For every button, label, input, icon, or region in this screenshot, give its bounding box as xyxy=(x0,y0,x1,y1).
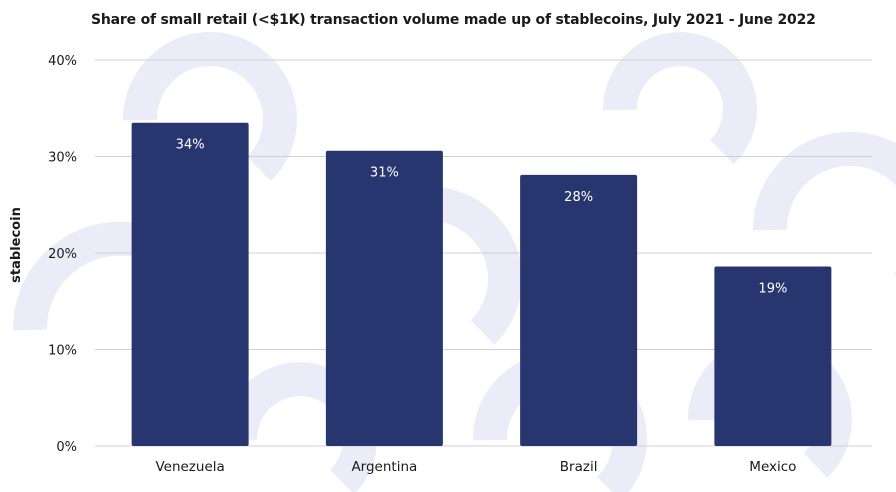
bars: 34% 31% 28% 19% xyxy=(131,122,832,446)
data-label: 34% xyxy=(176,138,205,153)
y-tick-label: 40% xyxy=(48,54,77,69)
y-tick-label: 30% xyxy=(48,151,77,166)
watermark-arc xyxy=(122,32,297,182)
y-axis-label: stablecoin xyxy=(9,207,24,283)
bar-argentina xyxy=(325,150,443,446)
y-tick-label: 20% xyxy=(48,247,77,262)
data-label: 31% xyxy=(370,166,399,181)
bar-venezuela xyxy=(131,122,249,446)
watermark-arc xyxy=(222,362,377,492)
x-tick-label: Venezuela xyxy=(155,459,224,475)
x-tick-label: Brazil xyxy=(560,459,598,475)
data-label: 28% xyxy=(564,190,593,205)
x-tick-label: Mexico xyxy=(749,459,796,475)
bar-brazil xyxy=(520,174,638,446)
y-tick-label: 10% xyxy=(48,344,77,359)
bar-mexico xyxy=(714,266,832,446)
y-axis: 0% 10% 20% 30% 40% xyxy=(48,54,77,455)
x-axis: Venezuela Argentina Brazil Mexico xyxy=(155,459,796,475)
chart-title: Share of small retail (<$1K) transaction… xyxy=(91,12,816,28)
y-tick-label: 0% xyxy=(56,440,77,455)
watermark-arc xyxy=(752,131,896,277)
watermark-arc xyxy=(602,32,757,165)
x-tick-label: Argentina xyxy=(351,459,417,475)
data-label: 19% xyxy=(758,282,787,297)
